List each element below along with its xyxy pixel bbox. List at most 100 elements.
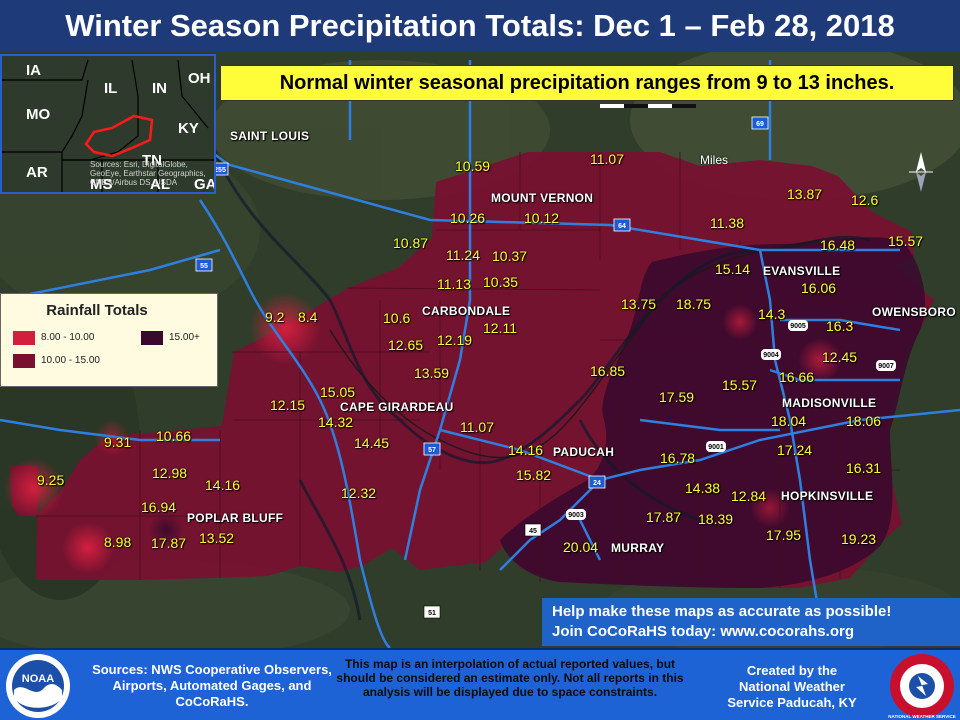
precip-value: 12.32 [341, 485, 377, 501]
precip-value: 17.59 [659, 389, 695, 405]
city-label: EVANSVILLE [763, 264, 841, 278]
highway-shield: 55 [195, 258, 213, 272]
highway-shield-label: 9001 [708, 444, 724, 451]
precip-value: 17.95 [766, 527, 802, 543]
inset-credit: Sources: Esri, DigitalGlobe, GeoEye, Ear… [90, 160, 206, 187]
precip-value: 14.16 [508, 442, 544, 458]
scale-label: Miles [700, 153, 729, 167]
precip-value: 16.31 [846, 460, 882, 476]
inset-state-label: AL [150, 176, 170, 193]
cocorahs-banner[interactable]: Help make these maps as accurate as poss… [542, 598, 960, 646]
city-label: PADUCAH [553, 445, 615, 459]
highway-shield-label: 45 [529, 528, 537, 535]
highway-shield: 57 [423, 442, 441, 456]
inset-state-label: OH [188, 70, 211, 87]
precip-value: 17.24 [777, 442, 813, 458]
highway-shield-label: 9004 [763, 352, 779, 359]
precip-value: 13.52 [199, 530, 235, 546]
highway-shield: 24 [588, 475, 606, 489]
footer: NOAA Sources: NWS Cooperative Observers,… [0, 648, 960, 720]
precip-value: 16.66 [779, 369, 815, 385]
precip-value: 14.16 [205, 477, 241, 493]
highway-shield: 9001 [706, 441, 726, 452]
precip-value: 10.66 [156, 428, 192, 444]
precip-value: 18.75 [676, 296, 712, 312]
precip-value: 19.23 [841, 531, 877, 547]
city-label: MURRAY [611, 541, 665, 555]
north-arrow-icon [909, 152, 933, 192]
city-label: CARBONDALE [422, 304, 511, 318]
precip-value: 11.38 [710, 215, 744, 231]
precip-value: 16.78 [660, 450, 696, 466]
precip-value: 10.6 [383, 310, 411, 326]
highway-shield: 9004 [761, 349, 781, 360]
legend: Rainfall Totals 8.00 - 10.00 10.00 - 15.… [0, 293, 218, 387]
precip-value: 12.15 [270, 397, 306, 413]
precip-value: 10.26 [450, 210, 486, 226]
inset-state-label: MO [26, 106, 51, 123]
inset-state-label: KY [178, 120, 199, 137]
precip-value: 15.57 [888, 233, 924, 249]
precip-value: 11.07 [590, 151, 624, 167]
highway-shield-label: 24 [593, 480, 601, 487]
precip-value: 18.39 [698, 511, 734, 527]
precip-value: 9.31 [104, 434, 132, 450]
highway-shield: 255 [211, 162, 229, 176]
precip-low-pocket [249, 292, 321, 364]
highway-shield: 9003 [566, 509, 586, 520]
precip-value: 15.82 [516, 467, 552, 483]
legend-label: 15.00+ [169, 332, 200, 343]
nws-logo-icon: NATIONAL WEATHER SERVICE [888, 654, 956, 719]
precip-value: 14.38 [685, 480, 721, 496]
cocorahs-link[interactable]: Join CoCoRaHS today: www.cocorahs.org [552, 623, 854, 640]
precip-value: 9.25 [37, 472, 65, 488]
inset-state-label: AR [26, 164, 48, 181]
precip-value: 12.6 [851, 192, 879, 208]
inset-state-label: GA [194, 176, 216, 193]
locator-inset-map: IA IL IN OH MO KY AR TN MS AL GA Sources… [0, 54, 216, 194]
precip-value: 12.19 [437, 332, 473, 348]
page-title: Winter Season Precipitation Totals: Dec … [0, 0, 960, 52]
precip-value: 9.2 [265, 309, 285, 325]
precip-value: 17.87 [151, 535, 187, 551]
inset-state-label: IN [152, 80, 167, 97]
precip-value: 13.75 [621, 296, 657, 312]
highway-shield-group: 255 55 64 57 24 69 9005 9004 9007 9001 9… [195, 116, 896, 619]
inset-state-label: TN [142, 152, 162, 169]
precip-value: 16.3 [826, 318, 854, 334]
inset-state-label: IL [104, 80, 118, 97]
precip-value: 16.06 [801, 280, 837, 296]
precip-value: 14.3 [758, 306, 786, 322]
precip-value: 18.04 [771, 413, 807, 429]
precip-value: 15.14 [715, 261, 751, 277]
precip-value: 18.06 [846, 413, 882, 429]
precip-zone-15-plus [500, 237, 926, 588]
footer-created-by: Created by the National Weather Service … [727, 663, 857, 710]
highway-shield: 9007 [876, 360, 896, 371]
precip-low-pocket [94, 420, 130, 456]
highway-shield: 69 [751, 116, 769, 130]
highway-shield: 45 [524, 523, 542, 537]
precip-low-pocket [62, 522, 114, 574]
highway-shield-label: 9005 [790, 323, 806, 330]
precip-value: 12.11 [483, 320, 517, 336]
precip-value: 13.59 [414, 365, 450, 381]
noaa-logo-icon: NOAA [6, 654, 70, 718]
city-label: MOUNT VERNON [491, 191, 594, 205]
city-label: OWENSBORO [872, 305, 957, 319]
nws-logo-text: NATIONAL WEATHER SERVICE [888, 714, 955, 719]
highway-shield-label: 51 [428, 610, 436, 617]
county-borders [36, 152, 900, 588]
precip-high-pocket [148, 512, 184, 548]
precip-value: 15.05 [320, 384, 356, 400]
highway-shield-label: 55 [200, 263, 208, 270]
precip-value: 16.48 [820, 237, 856, 253]
precip-low-pocket [722, 304, 758, 340]
highway-shield-label: 64 [618, 223, 626, 230]
precip-value: 12.45 [822, 349, 858, 365]
legend-label: 10.00 - 15.00 [41, 355, 100, 366]
state-border [329, 239, 821, 459]
precip-value: 10.35 [483, 274, 519, 290]
legend-swatch-mid [13, 354, 35, 368]
precip-value: 17.87 [646, 509, 682, 525]
